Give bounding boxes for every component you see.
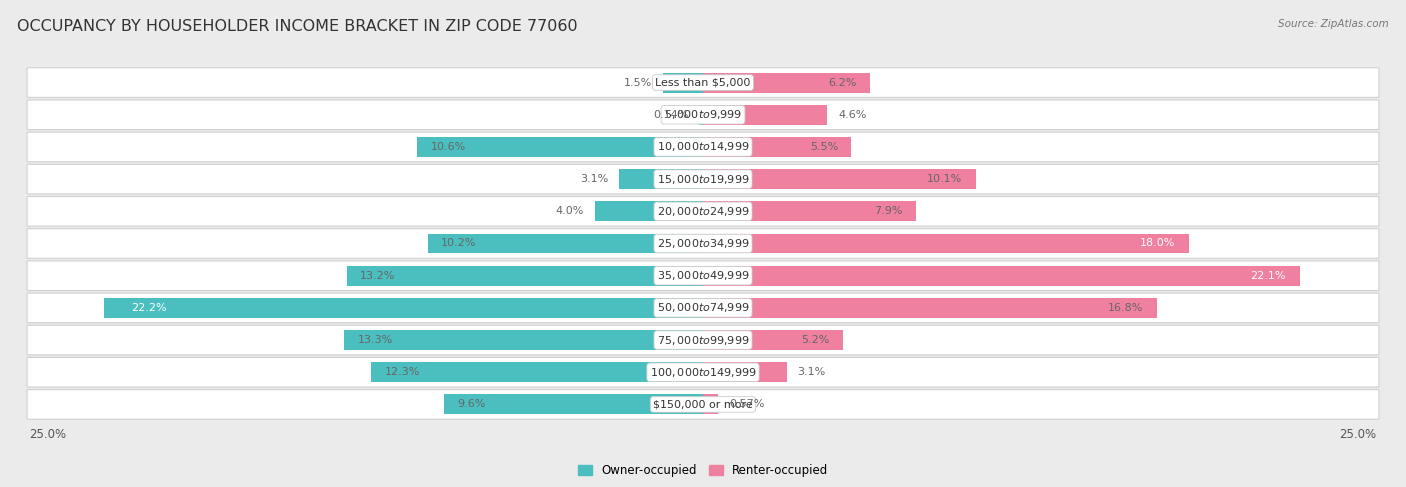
Bar — [703, 298, 1157, 318]
Text: $15,000 to $19,999: $15,000 to $19,999 — [657, 172, 749, 186]
Bar — [703, 394, 718, 414]
FancyBboxPatch shape — [27, 197, 1379, 226]
Text: 9.6%: 9.6% — [457, 399, 485, 410]
Bar — [703, 266, 1299, 286]
Text: 7.9%: 7.9% — [875, 206, 903, 216]
Bar — [703, 201, 917, 221]
FancyBboxPatch shape — [27, 325, 1379, 355]
Text: $75,000 to $99,999: $75,000 to $99,999 — [657, 334, 749, 347]
Text: 16.8%: 16.8% — [1108, 303, 1143, 313]
Text: 5.5%: 5.5% — [810, 142, 838, 152]
Text: 10.6%: 10.6% — [430, 142, 465, 152]
Text: 10.1%: 10.1% — [927, 174, 962, 184]
Text: 22.2%: 22.2% — [131, 303, 166, 313]
Text: 12.3%: 12.3% — [384, 367, 420, 377]
Text: Less than $5,000: Less than $5,000 — [655, 77, 751, 88]
Bar — [703, 137, 852, 157]
Bar — [703, 105, 827, 125]
Bar — [444, 394, 703, 414]
Text: $5,000 to $9,999: $5,000 to $9,999 — [664, 108, 742, 121]
Bar — [619, 169, 703, 189]
Bar — [416, 137, 703, 157]
FancyBboxPatch shape — [27, 229, 1379, 258]
FancyBboxPatch shape — [27, 261, 1379, 290]
Bar — [595, 201, 703, 221]
Text: $20,000 to $24,999: $20,000 to $24,999 — [657, 205, 749, 218]
Bar — [699, 105, 703, 125]
Text: 6.2%: 6.2% — [828, 77, 856, 88]
Bar — [104, 298, 703, 318]
Text: 0.57%: 0.57% — [730, 399, 765, 410]
Bar — [371, 362, 703, 382]
Bar — [662, 73, 703, 93]
Text: $25,000 to $34,999: $25,000 to $34,999 — [657, 237, 749, 250]
Text: $100,000 to $149,999: $100,000 to $149,999 — [650, 366, 756, 379]
Bar — [347, 266, 703, 286]
Text: 0.14%: 0.14% — [652, 110, 689, 120]
Text: 3.1%: 3.1% — [797, 367, 825, 377]
FancyBboxPatch shape — [27, 132, 1379, 162]
FancyBboxPatch shape — [27, 100, 1379, 130]
Text: 25.0%: 25.0% — [30, 428, 66, 441]
FancyBboxPatch shape — [27, 390, 1379, 419]
Text: 3.1%: 3.1% — [581, 174, 609, 184]
Text: $10,000 to $14,999: $10,000 to $14,999 — [657, 140, 749, 153]
FancyBboxPatch shape — [27, 357, 1379, 387]
FancyBboxPatch shape — [27, 68, 1379, 97]
FancyBboxPatch shape — [27, 293, 1379, 323]
Text: 5.2%: 5.2% — [801, 335, 830, 345]
Text: 4.0%: 4.0% — [555, 206, 585, 216]
Bar — [427, 234, 703, 253]
Text: 13.2%: 13.2% — [360, 271, 395, 281]
Text: 10.2%: 10.2% — [441, 239, 477, 248]
Text: 1.5%: 1.5% — [623, 77, 652, 88]
Text: OCCUPANCY BY HOUSEHOLDER INCOME BRACKET IN ZIP CODE 77060: OCCUPANCY BY HOUSEHOLDER INCOME BRACKET … — [17, 19, 578, 35]
Text: $50,000 to $74,999: $50,000 to $74,999 — [657, 301, 749, 315]
Bar — [344, 330, 703, 350]
Text: Source: ZipAtlas.com: Source: ZipAtlas.com — [1278, 19, 1389, 30]
FancyBboxPatch shape — [27, 164, 1379, 194]
Bar — [703, 169, 976, 189]
Text: $35,000 to $49,999: $35,000 to $49,999 — [657, 269, 749, 282]
Text: 22.1%: 22.1% — [1250, 271, 1286, 281]
Bar — [703, 234, 1189, 253]
Legend: Owner-occupied, Renter-occupied: Owner-occupied, Renter-occupied — [572, 459, 834, 482]
Text: 25.0%: 25.0% — [1340, 428, 1376, 441]
Text: $150,000 or more: $150,000 or more — [654, 399, 752, 410]
Text: 13.3%: 13.3% — [357, 335, 392, 345]
Text: 18.0%: 18.0% — [1140, 239, 1175, 248]
Text: 4.6%: 4.6% — [838, 110, 866, 120]
Bar — [703, 330, 844, 350]
Bar — [703, 362, 787, 382]
Bar — [703, 73, 870, 93]
